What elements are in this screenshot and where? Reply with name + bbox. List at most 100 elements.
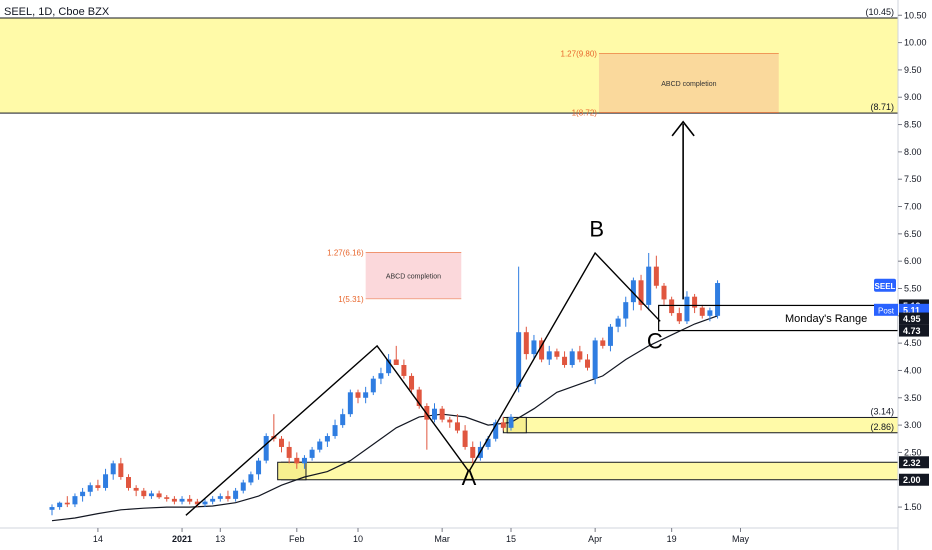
candle-body bbox=[332, 425, 338, 437]
candle-body bbox=[569, 351, 575, 365]
candle-69 bbox=[577, 345, 583, 363]
candle-67 bbox=[562, 351, 568, 368]
candle-53 bbox=[454, 414, 460, 434]
candle-59 bbox=[500, 416, 506, 431]
candle-body bbox=[615, 318, 621, 327]
candle-body bbox=[409, 375, 415, 390]
candle-body bbox=[164, 497, 170, 499]
abcd-box-0 bbox=[598, 53, 779, 113]
candle-body bbox=[194, 501, 200, 505]
candle-7 bbox=[103, 468, 109, 491]
candle-body bbox=[684, 296, 690, 322]
candle-body bbox=[171, 498, 177, 502]
candle-13 bbox=[148, 490, 154, 499]
y-tick-label-14: 8.50 bbox=[904, 120, 922, 130]
candle-15 bbox=[164, 495, 170, 502]
candle-body bbox=[669, 299, 675, 314]
y-tick-label-9: 6.00 bbox=[904, 256, 922, 266]
candle-body bbox=[49, 507, 55, 510]
candle-42 bbox=[370, 375, 376, 396]
x-tick-label-1: 2021 bbox=[172, 534, 192, 544]
candle-body bbox=[485, 438, 491, 447]
x-tick-label-4: 10 bbox=[353, 534, 363, 544]
candle-73 bbox=[607, 324, 613, 352]
candle-body bbox=[263, 436, 269, 461]
candle-body bbox=[355, 392, 361, 398]
candle-36 bbox=[324, 433, 330, 447]
candle-body bbox=[118, 463, 124, 478]
candle-5 bbox=[87, 482, 93, 497]
candle-body bbox=[393, 359, 399, 365]
zone-2 bbox=[281, 461, 898, 481]
candle-body bbox=[217, 496, 223, 499]
point-label-c: C bbox=[647, 329, 663, 354]
candle-body bbox=[248, 474, 254, 483]
candle-43 bbox=[378, 367, 384, 385]
candle-65 bbox=[546, 345, 552, 365]
candle-body bbox=[462, 430, 468, 447]
x-tick-label-0: 14 bbox=[93, 534, 103, 544]
candle-body bbox=[500, 422, 506, 428]
candle-body bbox=[72, 496, 78, 505]
candle-body bbox=[80, 491, 86, 497]
zone-label-top-0: (10.45) bbox=[865, 7, 894, 17]
price-tag-bg-4 bbox=[899, 456, 929, 469]
candle-body bbox=[493, 422, 499, 439]
candle-body bbox=[233, 490, 239, 499]
candle-body bbox=[286, 446, 292, 458]
candle-84 bbox=[692, 293, 698, 314]
candle-83 bbox=[684, 291, 690, 325]
price-tag-3: 4.73 bbox=[903, 326, 921, 336]
abcd-box-1 bbox=[365, 252, 462, 299]
price-tag-2: 4.95 bbox=[903, 314, 921, 324]
candle-body bbox=[531, 340, 537, 355]
candle-21 bbox=[210, 496, 216, 505]
candle-body bbox=[294, 457, 300, 464]
candle-body bbox=[126, 477, 131, 488]
candle-47 bbox=[409, 373, 415, 393]
candle-10 bbox=[126, 474, 131, 491]
candle-body bbox=[661, 285, 667, 300]
candle-18 bbox=[187, 495, 193, 505]
candle-body bbox=[432, 408, 437, 420]
candle-33 bbox=[301, 455, 307, 469]
candle-28 bbox=[263, 433, 269, 464]
candle-79 bbox=[653, 255, 659, 289]
candle-body bbox=[577, 351, 583, 360]
candle-45 bbox=[393, 345, 399, 365]
candle-34 bbox=[309, 446, 315, 461]
price-tag-bg-5 bbox=[899, 473, 929, 486]
candle-14 bbox=[156, 490, 162, 499]
candle-26 bbox=[248, 471, 254, 486]
y-tick-label-18: 10.50 bbox=[904, 10, 927, 20]
candle-body bbox=[141, 490, 147, 497]
y-tick-label-12: 7.50 bbox=[904, 174, 922, 184]
candle-body bbox=[623, 302, 629, 319]
candle-body bbox=[539, 340, 545, 360]
x-tick-label-2: 13 bbox=[215, 534, 225, 544]
candle-body bbox=[707, 310, 713, 316]
candle-30 bbox=[279, 436, 284, 453]
range-box-label: Monday's Range bbox=[785, 313, 867, 325]
x-tick-label-9: May bbox=[732, 534, 750, 544]
candle-body bbox=[508, 416, 514, 428]
candle-17 bbox=[179, 496, 185, 505]
candle-60 bbox=[508, 414, 514, 431]
candle-body bbox=[454, 422, 460, 431]
candle-61 bbox=[516, 266, 522, 393]
candle-body bbox=[370, 378, 376, 393]
candle-body bbox=[585, 359, 590, 368]
candle-body bbox=[347, 392, 353, 415]
candle-body bbox=[324, 436, 330, 442]
candle-body bbox=[179, 498, 185, 502]
candle-63 bbox=[531, 334, 537, 360]
candle-54 bbox=[462, 425, 468, 450]
candle-body bbox=[240, 482, 246, 491]
candle-70 bbox=[585, 354, 590, 371]
candle-body bbox=[64, 502, 70, 505]
candle-48 bbox=[416, 386, 422, 409]
candle-0 bbox=[49, 504, 55, 516]
candle-body bbox=[340, 414, 346, 426]
candle-87 bbox=[715, 280, 721, 319]
